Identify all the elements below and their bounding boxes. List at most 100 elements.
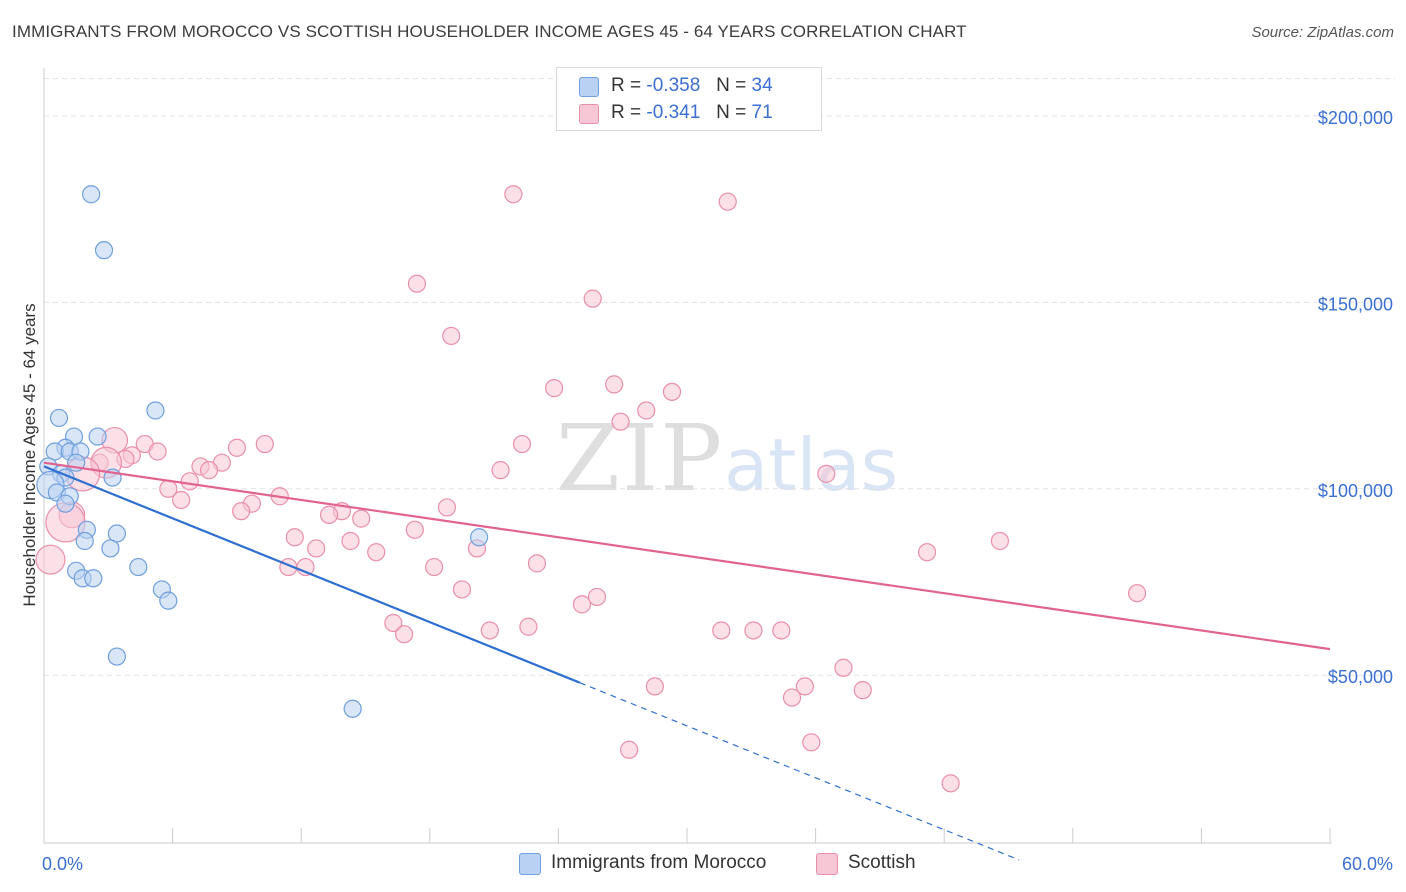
scottish-trend-line (43, 461, 1331, 651)
y-tick-label: $200,000 (1318, 108, 1393, 128)
data-point (146, 401, 165, 420)
data-point (285, 528, 304, 547)
data-point (49, 408, 69, 428)
data-point (572, 595, 592, 614)
data-point (437, 498, 457, 517)
data-point (519, 617, 538, 636)
data-point (94, 241, 114, 260)
x-tick-label-max: 60.0% (1342, 854, 1393, 874)
data-point (367, 543, 386, 562)
data-point (512, 434, 532, 454)
data-point (424, 557, 444, 577)
data-point (491, 461, 510, 480)
y-tick-labels: $50,000 $100,000 $150,000 $200,000 (1318, 108, 1393, 687)
data-point (255, 434, 274, 454)
data-point (180, 472, 199, 491)
grid-lines (44, 78, 1395, 676)
scottish-r-label: R = (611, 102, 642, 123)
data-point (129, 557, 148, 577)
data-point (452, 580, 472, 599)
data-point (75, 531, 94, 551)
data-point (1127, 584, 1147, 603)
data-point (101, 539, 120, 558)
data-point (232, 502, 251, 521)
data-point (645, 677, 664, 696)
scottish-points (35, 185, 1147, 793)
morocco-legend-label: Immigrants from Morocco (551, 852, 767, 873)
data-point (853, 681, 872, 700)
data-point (527, 554, 547, 573)
data-point (917, 543, 937, 562)
watermark-atlas: atlas (724, 423, 899, 507)
data-point (82, 185, 101, 204)
data-point (744, 621, 763, 640)
data-point (343, 699, 362, 718)
data-point (148, 442, 167, 461)
data-point (35, 544, 66, 575)
morocco-legend-swatch (519, 853, 541, 875)
morocco-trend-line (43, 465, 581, 684)
data-point (782, 688, 802, 707)
morocco-n-value: 34 (751, 75, 773, 96)
data-point (107, 647, 126, 666)
data-point (611, 412, 630, 431)
scottish-n-label: N = (716, 102, 747, 123)
morocco-r-label: R = (611, 75, 642, 96)
morocco-swatch (579, 77, 599, 97)
watermark: ZIPatlas (556, 405, 898, 512)
chart-title: IMMIGRANTS FROM MOROCCO VS SCOTTISH HOUS… (12, 22, 967, 41)
data-point (712, 621, 731, 640)
morocco-n-label: N = (716, 75, 747, 96)
scottish-n-value: 71 (751, 102, 773, 123)
y-tick-label: $150,000 (1318, 294, 1393, 314)
data-point (199, 461, 219, 480)
x-tick-label-min: 0.0% (42, 854, 83, 874)
data-point (802, 733, 821, 752)
scottish-r-value: -0.341 (646, 102, 701, 123)
data-point (834, 658, 853, 677)
data-point (941, 774, 960, 793)
data-point (583, 289, 602, 308)
data-point (319, 505, 339, 524)
scottish-legend-label: Scottish (848, 852, 916, 873)
data-point (442, 326, 461, 346)
y-tick-label: $100,000 (1318, 481, 1393, 501)
data-point (407, 274, 427, 293)
data-point (545, 379, 564, 398)
data-point (990, 531, 1010, 551)
data-point (172, 490, 191, 510)
data-point (159, 591, 178, 610)
data-point (394, 625, 414, 644)
data-point (384, 613, 403, 633)
morocco-stats: R = -0.358 N = 34 (611, 75, 773, 97)
x-tick-labels: 0.0% 60.0% (42, 854, 1393, 874)
data-point (88, 427, 107, 446)
data-point (637, 401, 656, 420)
data-point (662, 382, 682, 401)
morocco-trend-extension (579, 682, 1020, 861)
data-point (307, 539, 326, 558)
y-tick-label: $50,000 (1328, 667, 1393, 687)
data-point (84, 569, 103, 588)
data-point (605, 375, 624, 394)
trend-lines (43, 461, 1331, 861)
data-point (469, 528, 489, 547)
data-point (405, 520, 424, 539)
data-point (504, 185, 523, 204)
scottish-stats: R = -0.341 N = 71 (611, 102, 773, 124)
data-point (480, 621, 499, 640)
scottish-swatch (579, 104, 599, 124)
axes (43, 68, 1332, 844)
morocco-r-value: -0.358 (646, 75, 701, 96)
y-axis-label: Householder Income Ages 45 - 64 years (20, 303, 39, 607)
data-point (56, 494, 75, 513)
source-label: Source: ZipAtlas.com (1251, 24, 1394, 41)
data-point (341, 531, 360, 551)
data-point (352, 509, 371, 528)
scottish-legend-swatch (816, 853, 838, 875)
morocco-points (36, 185, 489, 718)
watermark-zip: ZIP (556, 405, 725, 512)
data-point (620, 740, 639, 759)
data-point (227, 438, 246, 457)
